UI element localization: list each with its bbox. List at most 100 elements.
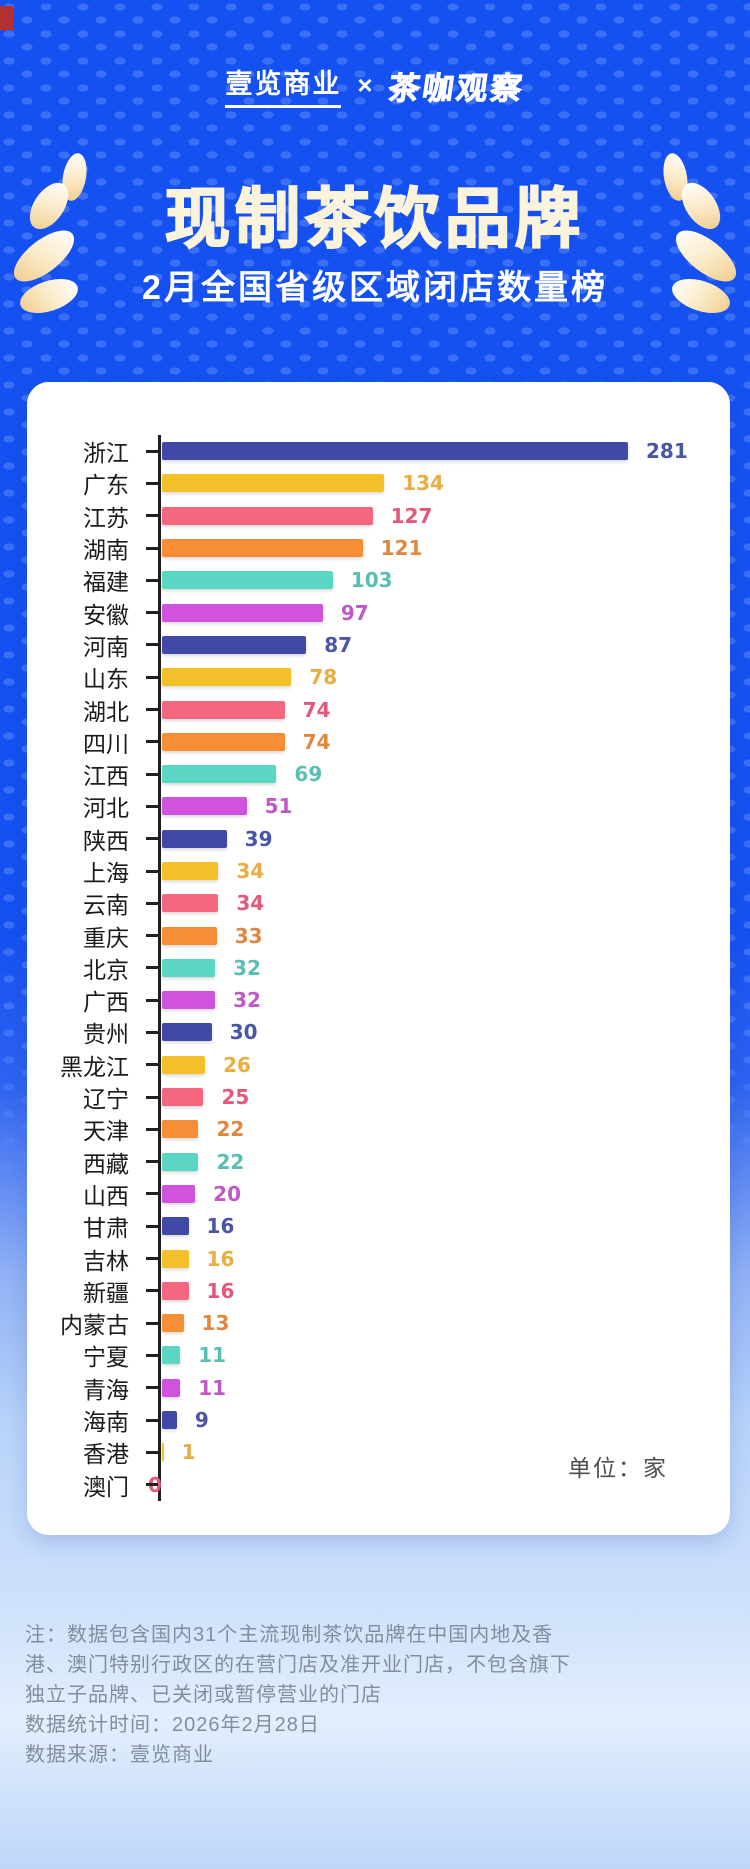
chart-row: 天津 22 (83, 1113, 688, 1145)
bar (162, 926, 217, 945)
page-title: 现制茶饮品牌 (164, 181, 585, 256)
chart-row: 河南 87 (83, 629, 688, 661)
chart-row: 内蒙古 13 (60, 1307, 688, 1339)
unit-label: 单位：家 (568, 1455, 668, 1481)
note-line: 独立子品牌、已关闭或暂停营业的门店 (25, 1684, 382, 1706)
province-label: 内蒙古 (60, 1312, 129, 1339)
axis-tick-icon (146, 837, 158, 841)
province-label: 云南 (83, 892, 129, 919)
axis-tick-icon (146, 675, 158, 679)
chart-row: 新疆 16 (83, 1275, 688, 1307)
province-label: 广东 (83, 472, 129, 499)
bar (162, 1249, 189, 1268)
brand-logo-left: 壹览商业 (225, 62, 342, 108)
province-label: 海南 (83, 1409, 129, 1436)
bar (162, 1281, 189, 1300)
province-label: 贵州 (83, 1021, 129, 1048)
chart-row: 吉林 16 (83, 1242, 688, 1274)
page-subtitle: 2月全国省级区域闭店数量榜 (142, 269, 608, 307)
axis-tick-icon (146, 1160, 158, 1164)
value-label: 26 (223, 1052, 251, 1077)
bar (162, 700, 285, 719)
value-label: 30 (229, 1020, 258, 1045)
value-label: 25 (221, 1085, 250, 1110)
bar (162, 1217, 189, 1236)
province-label: 吉林 (83, 1247, 129, 1274)
bar (162, 603, 323, 622)
bar (162, 1411, 177, 1430)
value-label: 22 (216, 1117, 245, 1142)
province-label: 安徽 (83, 601, 129, 628)
chart-row: 西藏 22 (83, 1146, 688, 1178)
note-line: 数据来源：壹览商业 (25, 1744, 214, 1766)
value-label: 20 (213, 1181, 241, 1206)
axis-tick-icon (146, 449, 158, 453)
bar (162, 765, 277, 784)
chart-row: 江苏 127 (83, 500, 688, 532)
province-label: 江西 (83, 763, 129, 790)
chart-row: 宁夏 11 (83, 1339, 688, 1371)
bar (162, 474, 385, 493)
axis-tick-icon (146, 804, 158, 808)
chart-row: 广东 134 (83, 467, 688, 499)
province-label: 浙江 (83, 440, 129, 467)
axis-tick-icon (146, 708, 158, 712)
axis-tick-icon (146, 740, 158, 744)
value-label: 134 (402, 471, 444, 496)
province-label: 香港 (83, 1441, 129, 1468)
bar (162, 1184, 196, 1203)
bar (162, 1088, 204, 1107)
axis-tick-icon (146, 901, 158, 905)
value-label: 87 (324, 632, 353, 657)
bar-chart: 浙江 281 广东 134 江苏 127 湖南 121 福建 103 安徽 97 河南 87 山东 78 湖北 7… (60, 435, 688, 1501)
bar (162, 862, 219, 880)
province-label: 山东 (83, 666, 129, 693)
axis-tick-icon (146, 966, 158, 970)
province-label: 江苏 (83, 504, 129, 531)
value-label: 13 (201, 1311, 230, 1336)
value-label: 127 (390, 503, 433, 528)
axis-tick-icon (146, 1483, 158, 1487)
axis-tick-icon (146, 869, 158, 873)
bar (162, 442, 628, 461)
province-label: 四川 (83, 730, 129, 757)
bar (162, 1055, 206, 1074)
bar (162, 991, 216, 1010)
axis-tick-icon (146, 1386, 158, 1390)
chart-row: 河北 51 (83, 790, 688, 822)
axis-tick-icon (146, 1289, 158, 1293)
bar (162, 1120, 199, 1139)
axis-tick-icon (146, 481, 158, 485)
value-label: 32 (233, 955, 261, 980)
bar (162, 1023, 212, 1042)
footer-note: 注：数据包含国内31个主流现制茶饮品牌在中国内地及香 港、澳门特别行政区的在营门… (25, 1620, 725, 1770)
province-label: 西藏 (83, 1150, 129, 1177)
chart-row: 湖北 74 (83, 693, 688, 725)
province-label: 河南 (83, 633, 129, 660)
chart-row: 北京 32 (83, 952, 688, 984)
bar (162, 958, 216, 977)
bar (162, 732, 285, 751)
corner-mark (0, 6, 13, 30)
bar (162, 894, 219, 913)
province-label: 甘肃 (83, 1215, 129, 1242)
province-label: 广西 (83, 989, 129, 1016)
value-label: 16 (206, 1278, 235, 1303)
value-label: 33 (234, 923, 263, 948)
value-label: 16 (206, 1246, 235, 1271)
bar (162, 668, 292, 687)
bar (162, 539, 363, 558)
axis-tick-icon (146, 578, 158, 582)
chart-row: 湖南 121 (83, 532, 688, 564)
chart-row: 福建 103 (83, 564, 688, 596)
value-label: 97 (340, 600, 369, 625)
chart-row: 重庆 33 (83, 919, 688, 951)
value-label: 32 (233, 988, 261, 1013)
axis-tick-icon (146, 1321, 158, 1325)
province-label: 北京 (83, 956, 129, 983)
chart-row: 安徽 97 (83, 596, 688, 628)
value-label: 34 (236, 859, 265, 883)
axis-tick-icon (146, 1030, 158, 1034)
value-label: 78 (309, 665, 338, 690)
